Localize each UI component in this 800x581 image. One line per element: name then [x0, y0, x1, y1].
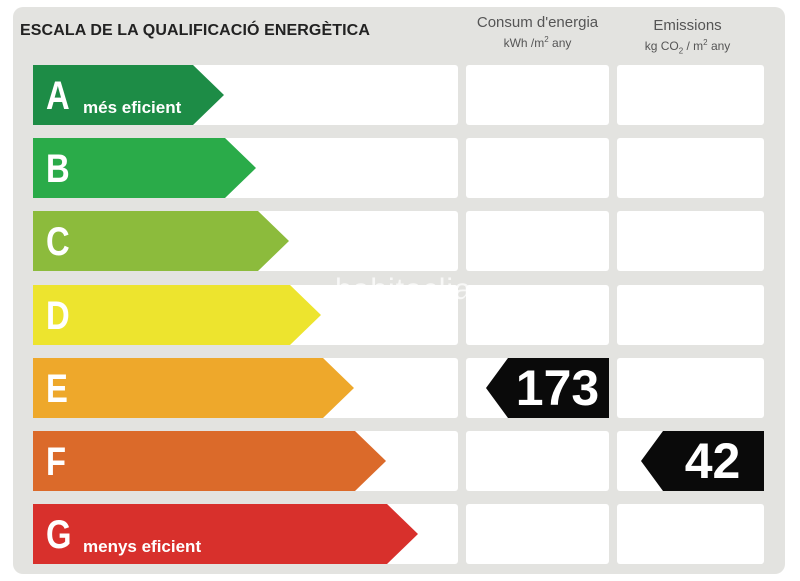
energy-value-badge-value: 173 [515, 360, 600, 416]
page-title: ESCALA DE LA QUALIFICACIÓ ENERGÈTICA [20, 22, 370, 39]
emissions-column-label: Emissions [653, 17, 722, 34]
rating-arrow-g-shape [33, 504, 418, 564]
rating-arrow-a-shape [33, 65, 224, 125]
row-e-emissions-cell [617, 358, 764, 418]
row-a-energy-cell [466, 65, 609, 125]
rating-arrow-b: B [33, 138, 256, 198]
energy-value-badge: 173 [486, 358, 609, 418]
rating-arrow-f-shape [33, 431, 386, 491]
row-a-emissions-cell [617, 65, 764, 125]
emissions-column-unit: kg CO2 / m2 any [644, 38, 731, 56]
rating-arrow-c-shape [33, 211, 289, 271]
rating-arrow-c: C [33, 211, 289, 271]
row-f-energy-cell [466, 431, 609, 491]
watermark: habitaclia [335, 273, 472, 306]
rating-letter-d: D [46, 294, 70, 338]
rating-letter-f: F [46, 440, 67, 484]
row-g-energy-cell [466, 504, 609, 564]
emissions-value-badge-value: 42 [684, 433, 741, 489]
energy-column-unit: kWh /m2 any [503, 35, 572, 50]
rating-letter-c: C [46, 220, 70, 264]
row-g-emissions-cell [617, 504, 764, 564]
emissions-value-badge-shape [641, 431, 764, 491]
rating-letter-a: A [46, 74, 70, 118]
row-c-energy-cell [466, 211, 609, 271]
energy-value-badge-shape [486, 358, 609, 418]
rating-caption-g: menys eficient [83, 537, 202, 556]
rating-arrow-f: F [33, 431, 386, 491]
rating-caption-a: més eficient [83, 98, 182, 117]
rating-arrow-e-shape [33, 358, 354, 418]
emissions-value-badge: 42 [641, 431, 764, 491]
row-c-emissions-cell [617, 211, 764, 271]
rating-arrow-d-shape [33, 285, 321, 345]
row-b-emissions-cell [617, 138, 764, 198]
rating-arrow-b-shape [33, 138, 256, 198]
energy-column-header: Consum d'energia kWh /m2 any [465, 14, 610, 50]
row-d-emissions-cell [617, 285, 764, 345]
rating-letter-g: G [46, 513, 72, 557]
emissions-column-header: Emissions kg CO2 / m2 any [615, 17, 760, 55]
energy-column-label: Consum d'energia [476, 14, 599, 31]
rating-arrow-d: D [33, 285, 321, 345]
rating-letter-e: E [46, 367, 68, 411]
rating-letter-b: B [46, 147, 70, 191]
row-b-energy-cell [466, 138, 609, 198]
rating-arrow-e: E [33, 358, 354, 418]
row-d-energy-cell [466, 285, 609, 345]
